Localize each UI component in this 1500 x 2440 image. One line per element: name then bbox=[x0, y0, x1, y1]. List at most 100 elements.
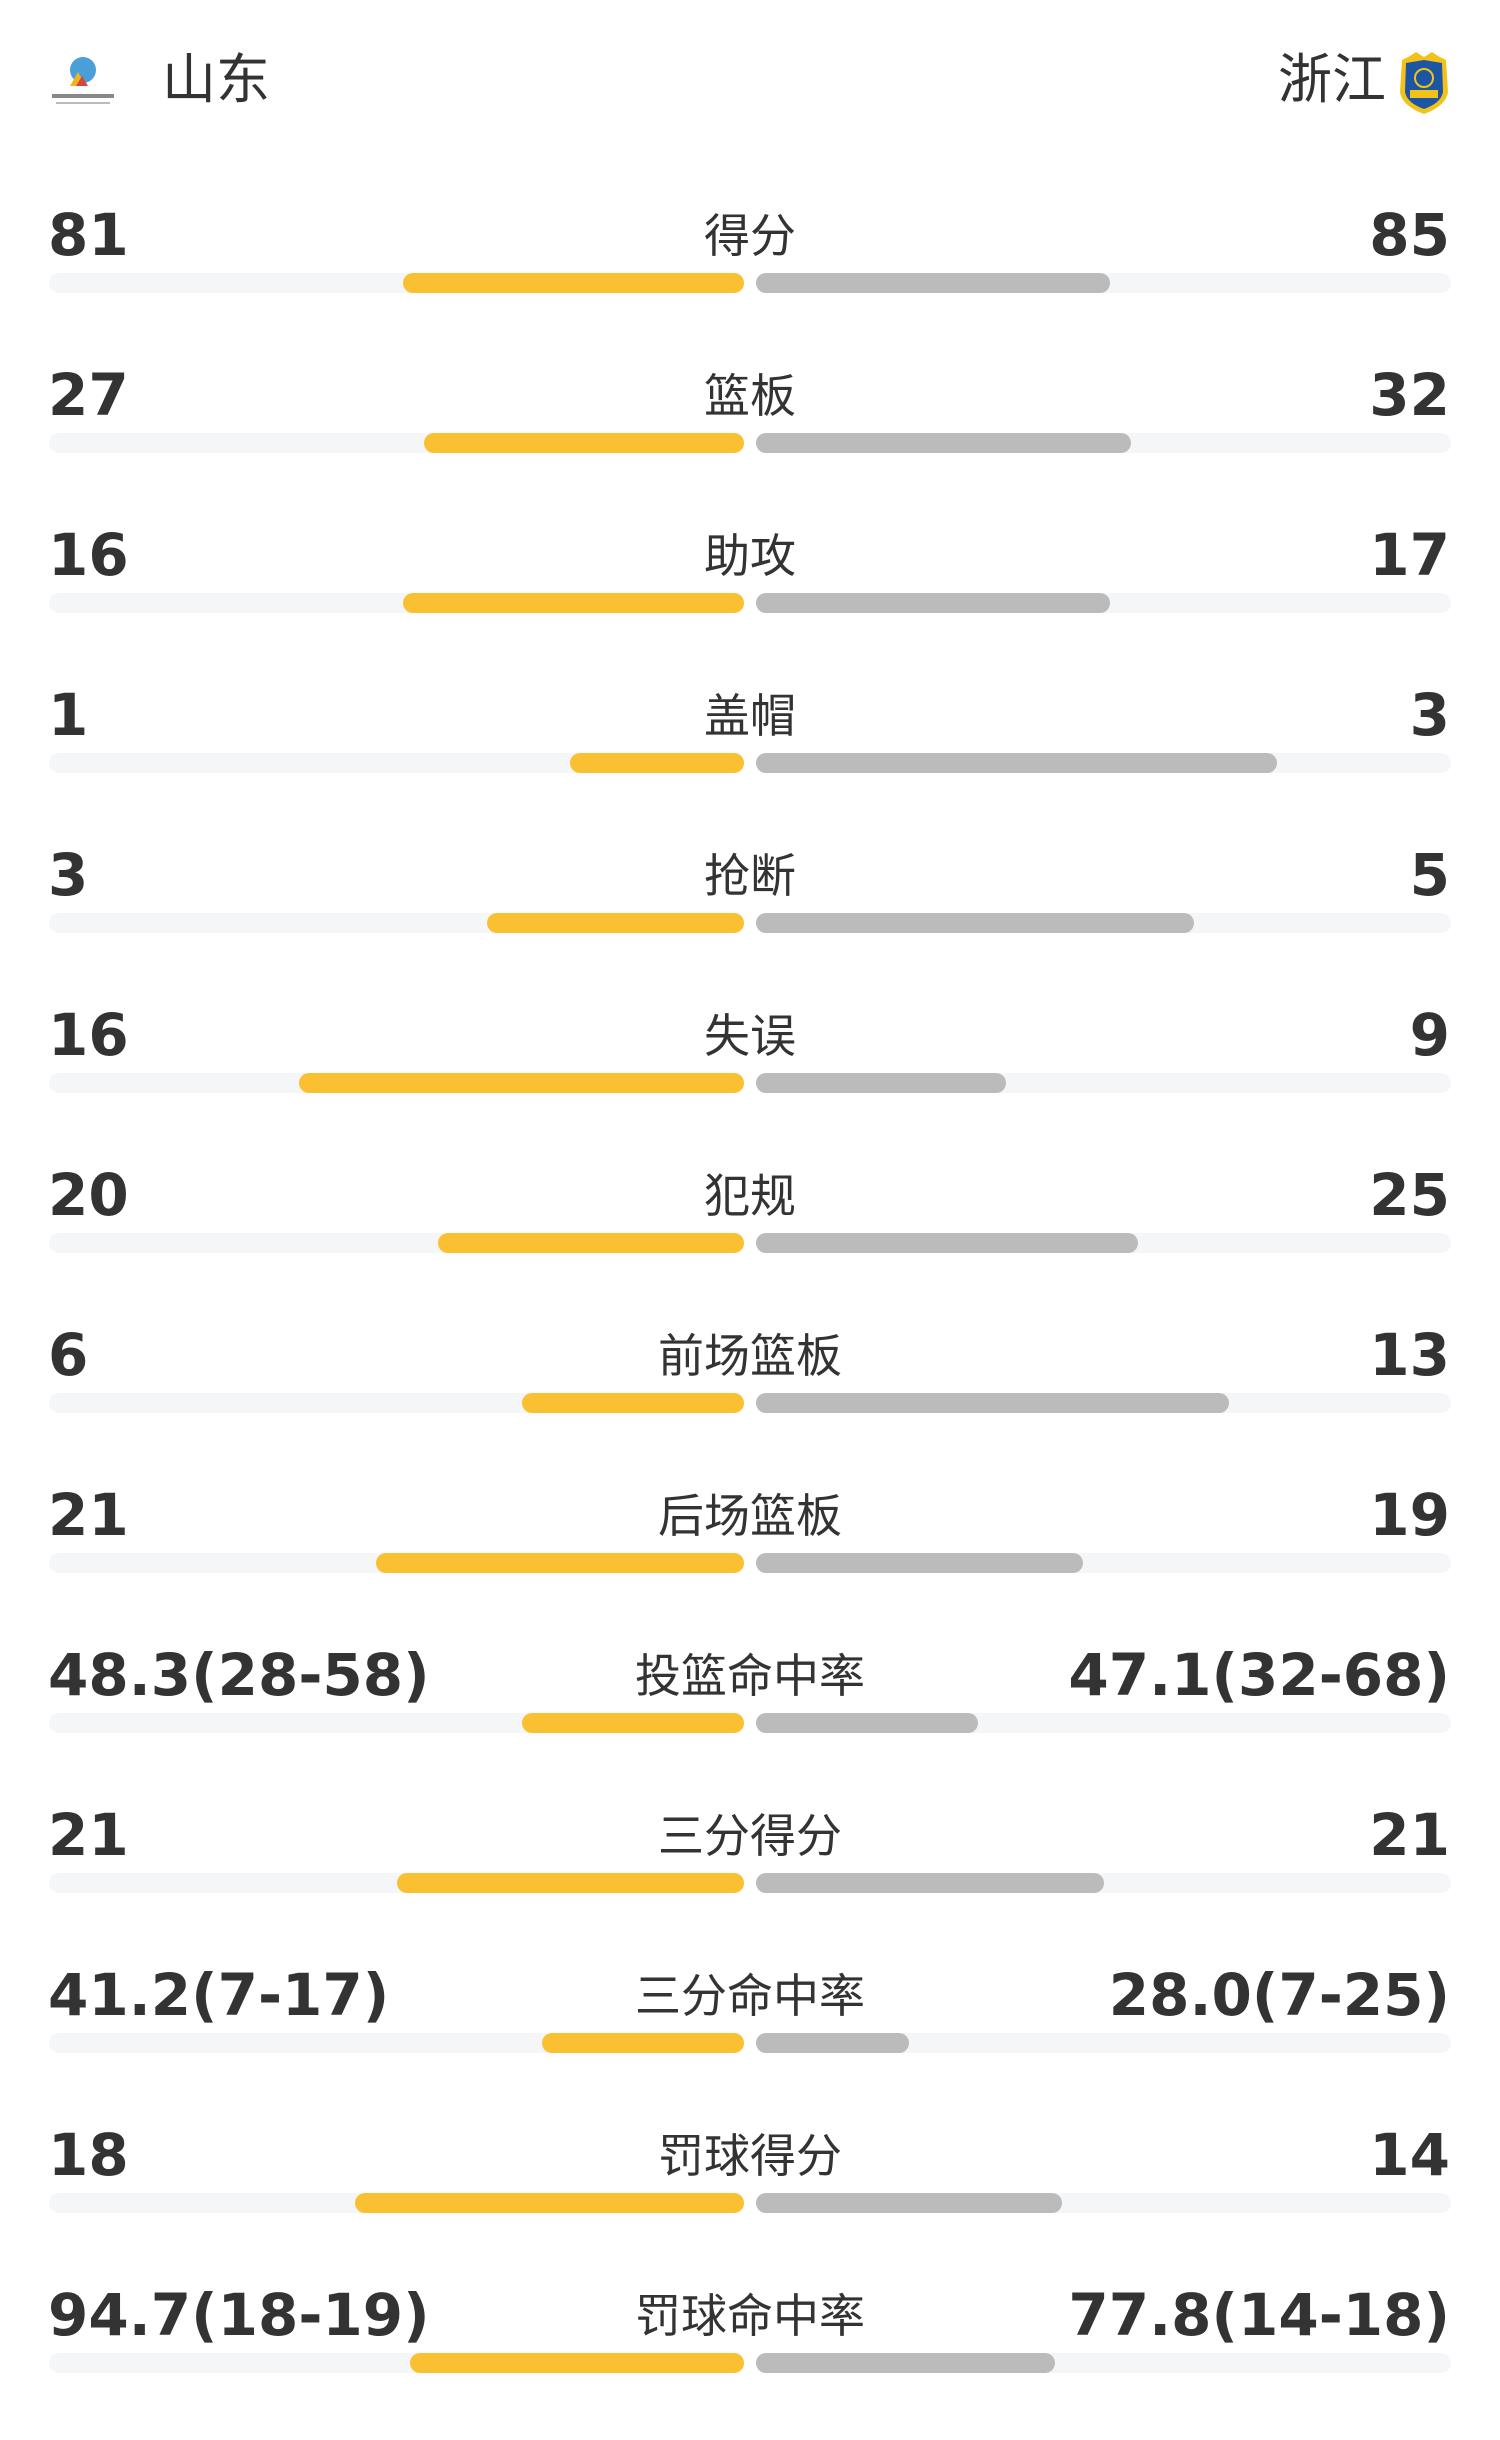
stat-row: 后场篮板 21 19 bbox=[0, 1480, 1500, 1640]
away-value: 77.8(14-18) bbox=[1068, 2281, 1450, 2349]
home-bar-fill bbox=[375, 1553, 744, 1573]
away-bar-fill bbox=[756, 913, 1194, 933]
home-bar-track bbox=[49, 753, 744, 773]
away-value: 9 bbox=[1409, 1001, 1450, 1069]
away-bar-track bbox=[756, 1873, 1451, 1893]
away-bar-track bbox=[756, 273, 1451, 293]
away-bar-fill bbox=[756, 753, 1278, 773]
stat-label: 盖帽 bbox=[704, 689, 796, 743]
home-value: 41.2(7-17) bbox=[48, 1961, 390, 2029]
away-bar-track bbox=[756, 1553, 1451, 1573]
home-bar-fill bbox=[396, 1873, 744, 1893]
away-bar-fill bbox=[756, 1393, 1229, 1413]
away-bar-fill bbox=[756, 1713, 979, 1733]
home-bar-fill bbox=[354, 2193, 744, 2213]
away-bar-track bbox=[756, 2033, 1451, 2053]
home-value: 27 bbox=[48, 361, 129, 429]
home-value: 16 bbox=[48, 1001, 129, 1069]
stat-row: 失误 16 9 bbox=[0, 1000, 1500, 1160]
away-bar-track bbox=[756, 1713, 1451, 1733]
home-bar-fill bbox=[403, 273, 744, 293]
home-bar-fill bbox=[486, 913, 744, 933]
home-bar-fill bbox=[403, 593, 744, 613]
home-bar-track bbox=[49, 273, 744, 293]
home-value: 21 bbox=[48, 1481, 129, 1549]
home-bar-track bbox=[49, 1393, 744, 1413]
stat-row: 抢断 3 5 bbox=[0, 840, 1500, 1000]
home-bar-track bbox=[49, 1873, 744, 1893]
home-value: 20 bbox=[48, 1161, 129, 1229]
home-bar-track bbox=[49, 1713, 744, 1733]
stat-label: 助攻 bbox=[704, 529, 796, 583]
home-value: 48.3(28-58) bbox=[48, 1641, 430, 1709]
home-bar-track bbox=[49, 2033, 744, 2053]
home-value: 3 bbox=[48, 841, 89, 909]
away-value: 17 bbox=[1369, 521, 1450, 589]
away-value: 25 bbox=[1369, 1161, 1450, 1229]
away-bar-fill bbox=[756, 273, 1111, 293]
away-value: 47.1(32-68) bbox=[1068, 1641, 1450, 1709]
home-value: 94.7(18-19) bbox=[48, 2281, 430, 2349]
away-team-name: 浙江 bbox=[1278, 48, 1386, 111]
away-value: 3 bbox=[1409, 681, 1450, 749]
stat-label: 得分 bbox=[704, 209, 796, 263]
away-bar-track bbox=[756, 593, 1451, 613]
stat-label: 三分得分 bbox=[658, 1809, 842, 1863]
stat-label: 抢断 bbox=[704, 849, 796, 903]
away-bar-track bbox=[756, 2353, 1451, 2373]
stat-row: 得分 81 85 bbox=[0, 200, 1500, 360]
away-bar-fill bbox=[756, 2033, 909, 2053]
away-bar-fill bbox=[756, 593, 1111, 613]
home-value: 81 bbox=[48, 201, 129, 269]
home-bar-track bbox=[49, 2353, 744, 2373]
away-bar-fill bbox=[756, 1073, 1007, 1093]
home-bar-fill bbox=[542, 2033, 744, 2053]
away-bar-track bbox=[756, 1233, 1451, 1253]
home-bar-fill bbox=[410, 2353, 744, 2373]
stat-row: 助攻 16 17 bbox=[0, 520, 1500, 680]
home-bar-fill bbox=[438, 1233, 744, 1253]
home-value: 1 bbox=[48, 681, 89, 749]
home-value: 6 bbox=[48, 1321, 89, 1389]
away-value: 32 bbox=[1369, 361, 1450, 429]
away-bar-fill bbox=[756, 2193, 1062, 2213]
away-bar-fill bbox=[756, 433, 1132, 453]
stat-label: 篮板 bbox=[704, 369, 796, 423]
away-bar-fill bbox=[756, 1873, 1104, 1893]
away-value: 19 bbox=[1369, 1481, 1450, 1549]
away-bar-track bbox=[756, 433, 1451, 453]
away-value: 21 bbox=[1369, 1801, 1450, 1869]
home-bar-fill bbox=[570, 753, 744, 773]
away-bar-track bbox=[756, 913, 1451, 933]
home-bar-fill bbox=[299, 1073, 744, 1093]
away-value: 13 bbox=[1369, 1321, 1450, 1389]
stat-label: 投篮命中率 bbox=[635, 1649, 865, 1703]
home-value: 18 bbox=[48, 2121, 129, 2189]
stat-row: 三分得分 21 21 bbox=[0, 1800, 1500, 1960]
home-bar-track bbox=[49, 1073, 744, 1093]
stat-row: 犯规 20 25 bbox=[0, 1160, 1500, 1320]
stat-row: 篮板 27 32 bbox=[0, 360, 1500, 520]
home-bar-track bbox=[49, 1553, 744, 1573]
stat-row: 前场篮板 6 13 bbox=[0, 1320, 1500, 1480]
zhejiang-logo-icon bbox=[1400, 52, 1448, 114]
stat-row: 盖帽 1 3 bbox=[0, 680, 1500, 840]
stat-label: 失误 bbox=[704, 1009, 796, 1063]
away-bar-track bbox=[756, 1393, 1451, 1413]
away-bar-track bbox=[756, 2193, 1451, 2213]
stat-row: 三分命中率 41.2(7-17) 28.0(7-25) bbox=[0, 1960, 1500, 2120]
home-bar-track bbox=[49, 433, 744, 453]
away-bar-fill bbox=[756, 1233, 1139, 1253]
stat-label: 罚球得分 bbox=[658, 2129, 842, 2183]
home-bar-fill bbox=[521, 1393, 744, 1413]
home-team-name: 山东 bbox=[162, 48, 270, 111]
away-value: 14 bbox=[1369, 2121, 1450, 2189]
stat-row: 投篮命中率 48.3(28-58) 47.1(32-68) bbox=[0, 1640, 1500, 1800]
away-bar-track bbox=[756, 1073, 1451, 1093]
home-value: 16 bbox=[48, 521, 129, 589]
home-bar-track bbox=[49, 593, 744, 613]
stat-label: 犯规 bbox=[704, 1169, 796, 1223]
away-bar-fill bbox=[756, 1553, 1083, 1573]
stat-row: 罚球得分 18 14 bbox=[0, 2120, 1500, 2280]
away-bar-track bbox=[756, 753, 1451, 773]
